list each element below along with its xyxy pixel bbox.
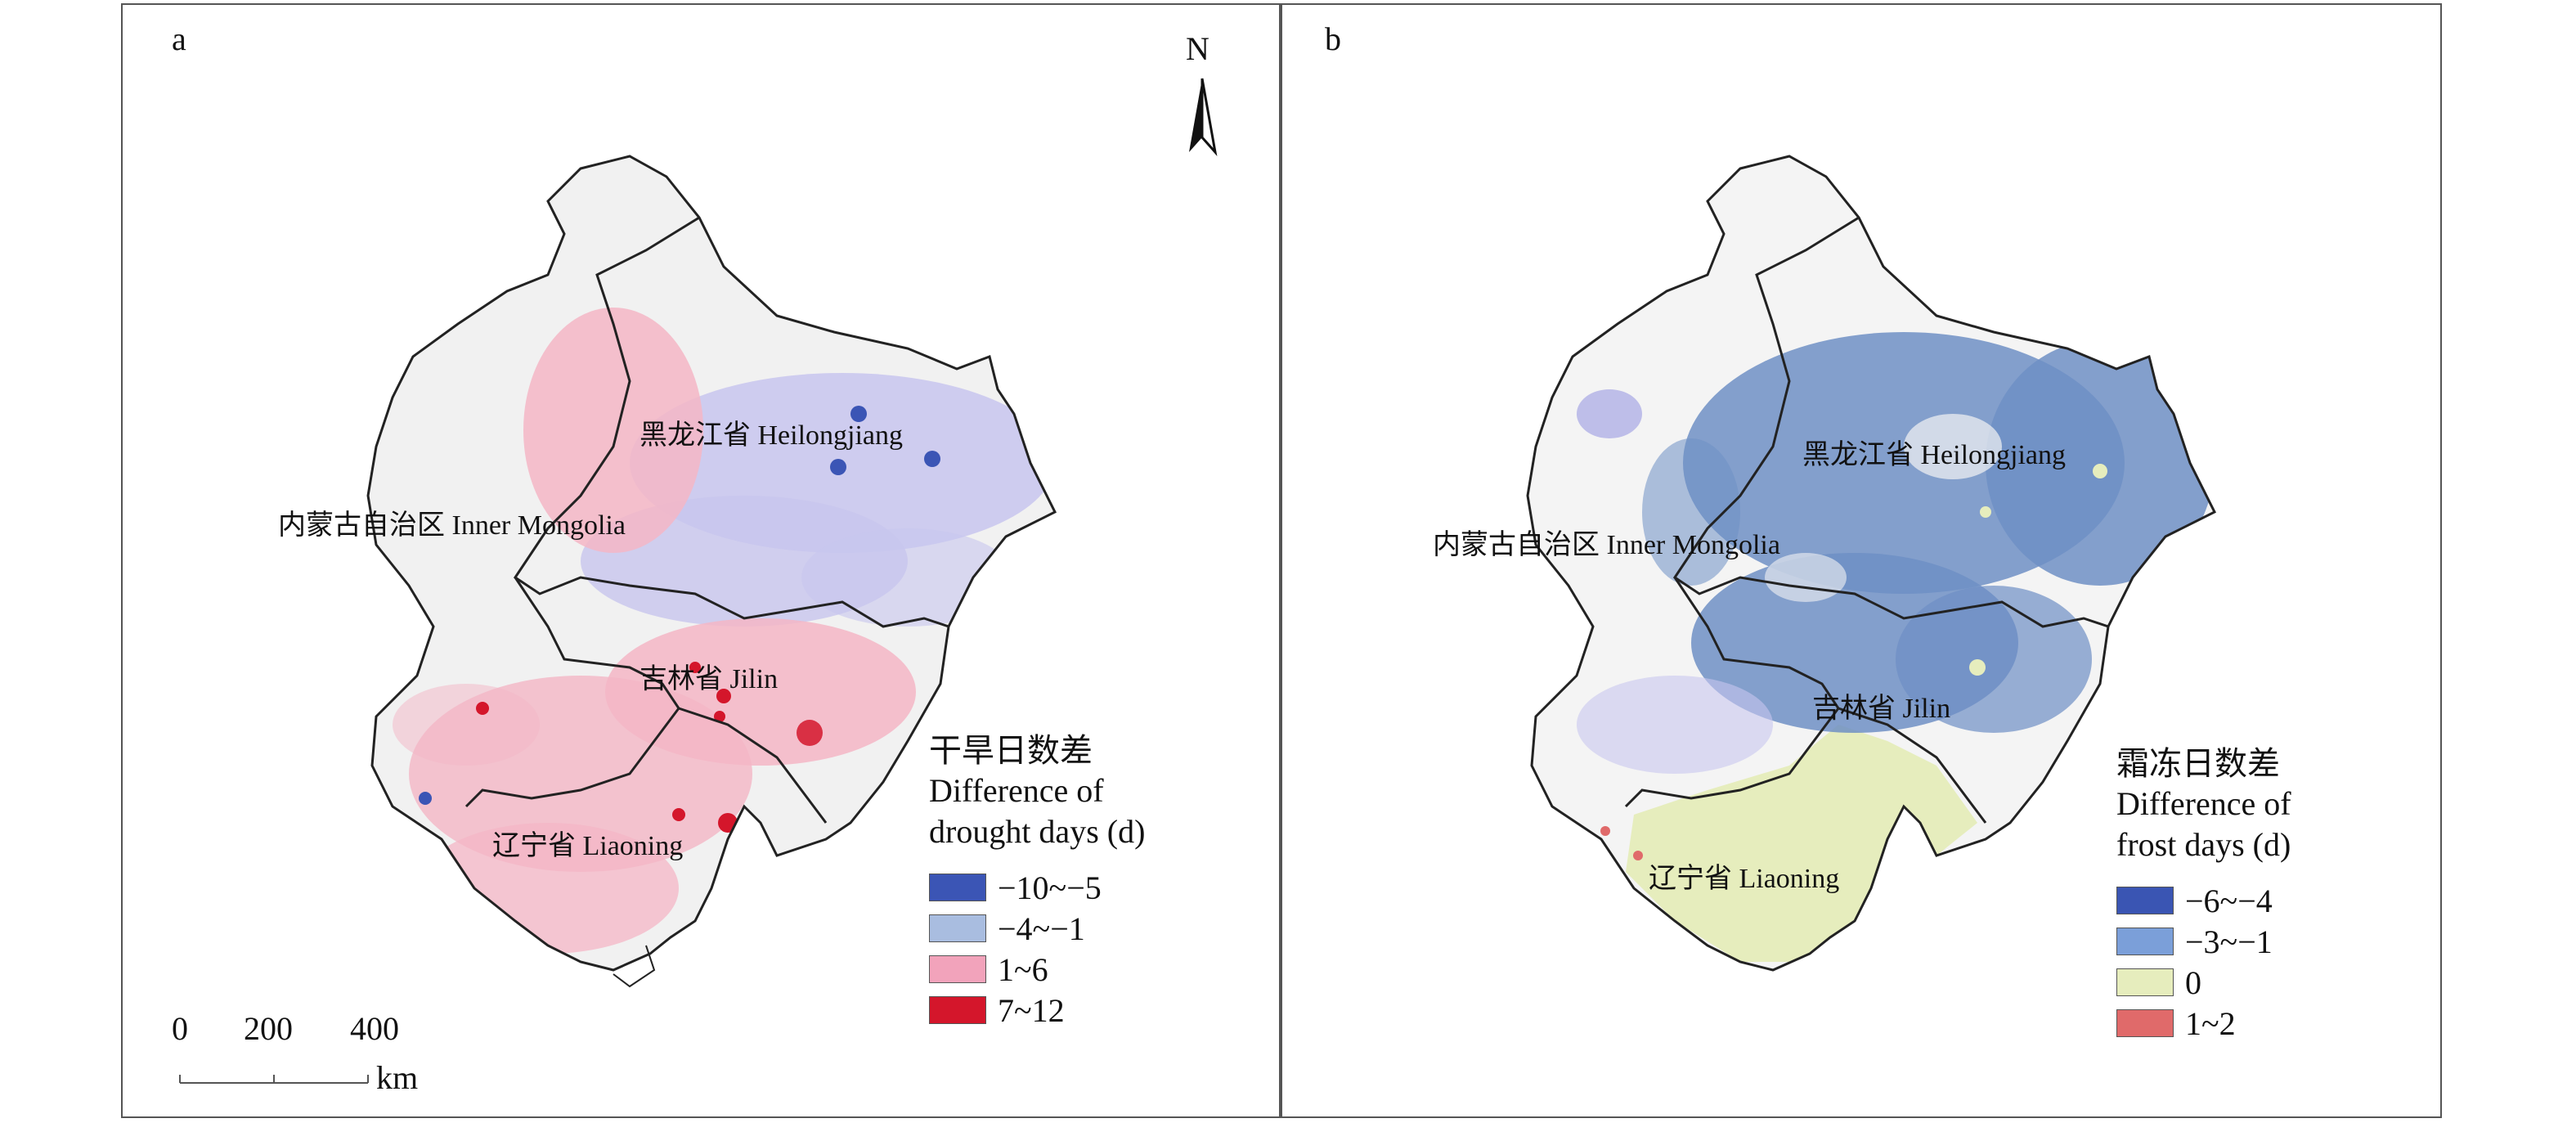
scale-line <box>179 1075 369 1084</box>
legend-swatch <box>929 874 986 901</box>
region-label-liaoning: 辽宁省 Liaoning <box>492 831 684 861</box>
scale-unit: km <box>376 1059 419 1096</box>
legend-swatch <box>929 955 986 983</box>
region-label-heilongjiang: 黑龙江省 Heilongjiang <box>1802 440 2067 470</box>
region-outline <box>1526 155 2217 972</box>
legend-item: 1~6 <box>929 949 1145 990</box>
legend-label: 0 <box>2185 964 2201 1001</box>
frost-map <box>1526 155 2217 972</box>
legend-label: 1~6 <box>998 950 1048 988</box>
border-jilin <box>464 577 680 808</box>
legend-item: −3~−1 <box>2116 921 2291 962</box>
legend-item: 1~2 <box>2116 1003 2291 1044</box>
region-label-inner-mongolia: 内蒙古自治区 Inner Mongolia <box>278 510 626 541</box>
legend-swatch <box>2116 968 2174 996</box>
north-arrow-icon <box>1189 78 1218 156</box>
scale-tick-400: 400 <box>350 1010 399 1047</box>
region-label-liaoning: 辽宁省 Liaoning <box>1649 864 1840 894</box>
legend-swatch <box>2116 887 2174 914</box>
legend-label: −10~−5 <box>998 869 1102 906</box>
region-label-jilin: 吉林省 Jilin <box>1812 694 1951 724</box>
border-liaoning <box>678 707 828 824</box>
scale-bar: 0 200 400 km <box>172 1009 482 1099</box>
north-arrow: N <box>1178 29 1243 156</box>
legend-swatch <box>2116 1009 2174 1037</box>
legend-drought: 干旱日数差 Difference of drought days (d) −10… <box>929 731 1145 1031</box>
legend-swatch <box>929 996 986 1024</box>
border-heilongjiang <box>1672 216 2109 628</box>
legend-title-cn: 干旱日数差 <box>929 732 1093 769</box>
legend-label: −3~−1 <box>2185 923 2273 960</box>
region-label-heilongjiang: 黑龙江省 Heilongjiang <box>640 420 904 451</box>
legend-label: −6~−4 <box>2185 882 2273 919</box>
scale-tick-0: 0 <box>172 1010 188 1047</box>
legend-item: −4~−1 <box>929 908 1145 949</box>
frost-raster <box>1577 332 2215 962</box>
legend-frost: 霜冻日数差 Difference of frost days (d) −6~−4… <box>2116 744 2291 1044</box>
region-label-inner-mongolia: 内蒙古自治区 Inner Mongolia <box>1433 530 1780 560</box>
map-panel-b: b 黑龙江省 Heilongjiang 内蒙古自治区 Inner Mongoli… <box>1281 3 2442 1118</box>
legend-item: 0 <box>2116 962 2291 1003</box>
north-label: N <box>1186 30 1209 67</box>
legend-title-cn: 霜冻日数差 <box>2116 745 2280 782</box>
legend-item: 7~12 <box>929 990 1145 1031</box>
border-heilongjiang <box>513 216 949 628</box>
legend-item: −10~−5 <box>929 867 1145 908</box>
scale-tick-200: 200 <box>244 1010 293 1047</box>
border-liaoning <box>1838 707 1987 824</box>
panel-label-a: a <box>172 20 186 57</box>
legend-label: 1~2 <box>2185 1004 2236 1042</box>
legend-label: 7~12 <box>998 991 1065 1029</box>
legend-title-en2: frost days (d) <box>2116 826 2291 863</box>
panel-label-b: b <box>1325 20 1341 57</box>
map-panel-a: a 黑龙江省 Heilongjiang 内蒙古自治区 Inner Mongoli… <box>121 3 1281 1118</box>
drought-map <box>366 155 1057 988</box>
legend-title-en1: Difference of <box>929 772 1104 809</box>
border-jilin <box>1624 577 1840 808</box>
region-label-jilin: 吉林省 Jilin <box>640 664 779 694</box>
legend-label: −4~−1 <box>998 910 1085 947</box>
legend-swatch <box>2116 928 2174 955</box>
legend-title-en1: Difference of <box>2116 785 2291 822</box>
legend-swatch <box>929 914 986 942</box>
legend-item: −6~−4 <box>2116 880 2291 921</box>
region-outline <box>366 155 1057 972</box>
coast-detail <box>613 945 656 988</box>
legend-title-en2: drought days (d) <box>929 813 1146 850</box>
